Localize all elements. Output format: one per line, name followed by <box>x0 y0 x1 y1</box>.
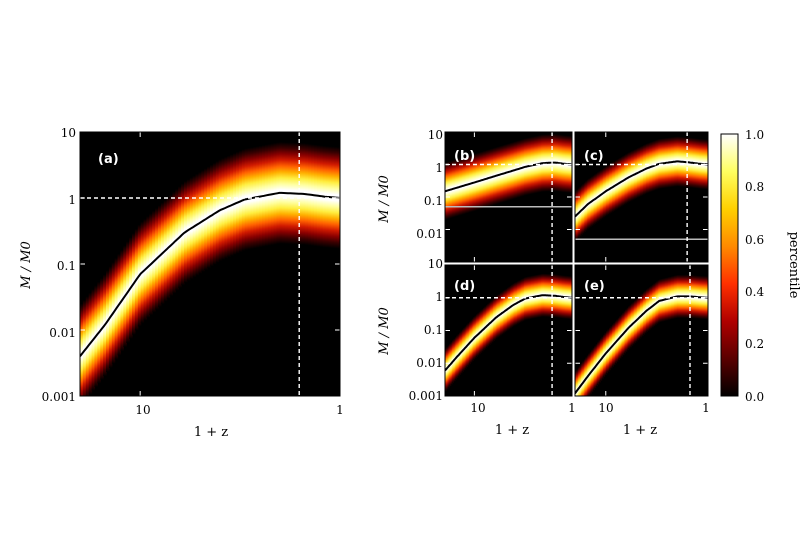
plot-frame <box>444 264 573 397</box>
x-tick-label: 10 <box>470 401 485 415</box>
y-axis-label: M / M0 <box>377 175 392 224</box>
plot-frame <box>574 131 709 263</box>
y-tick-label: 10 <box>61 126 76 140</box>
median-track-line <box>80 191 340 357</box>
plot-frame <box>444 131 573 263</box>
panel-e-label: (e) <box>584 279 605 294</box>
panel-d-label: (d) <box>454 279 475 294</box>
y-tick-label: 0.1 <box>424 323 443 337</box>
median-track-line <box>445 294 572 372</box>
y-tick-label: 1 <box>435 290 443 304</box>
colorbar-tick-label: 0.4 <box>745 285 764 299</box>
panel-b-plot <box>444 131 573 263</box>
x-tick-label: 10 <box>135 403 150 417</box>
panel-d: (d) 10 1 0.1 0.01 0.001 10 1 1 + z M / M… <box>377 257 576 438</box>
colorbar-tick-label: 0.8 <box>745 180 764 194</box>
panel-e-plot <box>574 264 709 397</box>
x-tick-label: 10 <box>598 401 613 415</box>
y-tick-label: 0.01 <box>416 227 443 241</box>
density-column <box>579 364 582 396</box>
plot-frame <box>79 131 341 397</box>
y-axis-label: M / M0 <box>377 307 392 356</box>
density-column <box>585 356 588 396</box>
panel-b-label: (b) <box>454 149 475 164</box>
x-axis-label: 1 + z <box>623 423 657 438</box>
x-axis-label: 1 + z <box>495 423 529 438</box>
median-track-line <box>575 295 708 394</box>
y-tick-label: 1 <box>435 161 443 175</box>
density-column <box>582 360 585 396</box>
y-tick-label: 1 <box>68 193 76 207</box>
density-column <box>80 303 84 396</box>
density-column <box>580 362 583 396</box>
density-column <box>583 358 586 396</box>
x-tick-label: 1 <box>702 401 710 415</box>
y-tick-label: 10 <box>428 128 443 142</box>
x-tick-label: 1 <box>336 403 344 417</box>
density-column <box>575 370 578 396</box>
density-column <box>577 366 581 396</box>
y-tick-label: 0.1 <box>424 194 443 208</box>
colorbar-tick-label: 0.6 <box>745 233 764 247</box>
y-tick-label: 0.01 <box>49 326 76 340</box>
colorbar: 1.0 0.8 0.6 0.4 0.2 0.0 percentile <box>720 128 800 404</box>
colorbar-tick-label: 1.0 <box>745 128 764 142</box>
density-column <box>576 368 579 396</box>
y-tick-label: 0.01 <box>416 356 443 370</box>
panel-c-plot <box>574 131 709 263</box>
panel-a-plot <box>79 131 341 397</box>
panel-b: (b) 10 1 0.1 0.01 M / M0 <box>377 128 573 263</box>
y-tick-label: 0.001 <box>42 390 76 404</box>
panel-c: (c) <box>574 131 709 263</box>
panel-d-plot <box>444 264 573 397</box>
density-column <box>82 299 87 396</box>
panel-a: (a) 10 1 0.1 0.01 0.001 10 1 1 + z M / M… <box>19 126 344 440</box>
median-track-line <box>445 161 572 193</box>
panel-e: (e) 10 1 1 + z <box>574 264 710 438</box>
y-tick-label: 10 <box>428 257 443 271</box>
y-tick-label: 0.1 <box>57 259 76 273</box>
colorbar-label: percentile <box>786 232 800 299</box>
panel-a-label: (a) <box>98 152 119 167</box>
colorbar-gradient <box>720 133 739 397</box>
colorbar-tick-label: 0.0 <box>745 390 764 404</box>
x-axis-label: 1 + z <box>194 425 228 440</box>
panel-c-label: (c) <box>584 149 604 164</box>
y-axis-label: M / M0 <box>19 241 34 290</box>
x-tick-label: 1 <box>568 401 576 415</box>
plot-frame <box>574 264 709 397</box>
y-tick-label: 0.001 <box>409 389 443 403</box>
colorbar-tick-label: 0.2 <box>745 337 764 351</box>
median-track-line <box>575 160 708 218</box>
